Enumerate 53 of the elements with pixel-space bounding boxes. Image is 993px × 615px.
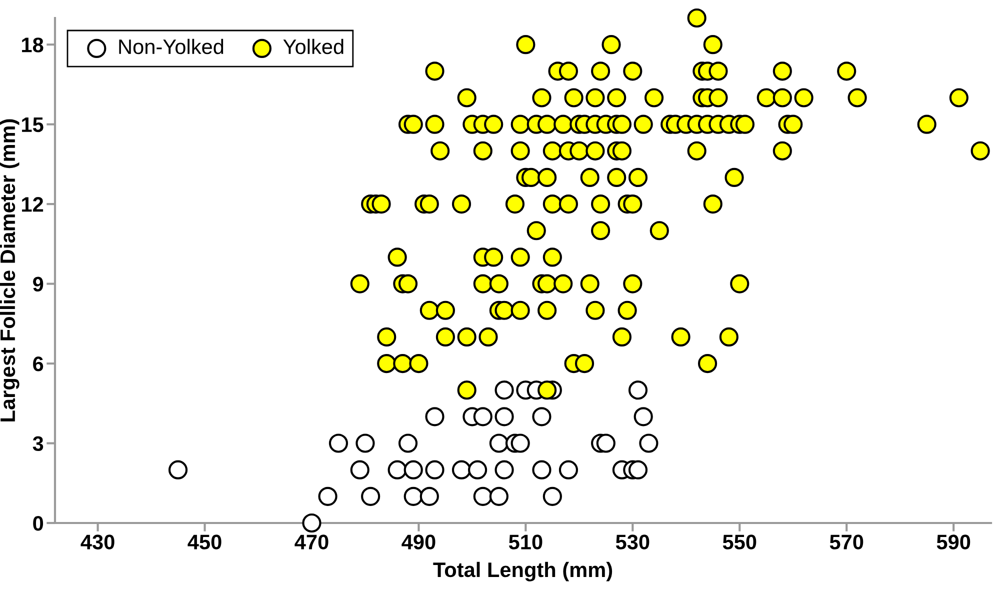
point: [639, 434, 658, 453]
point: [420, 486, 439, 506]
legend-label: Yolked: [283, 38, 344, 54]
point: [596, 434, 616, 453]
point: [388, 460, 407, 480]
y-axis-title: Largest Follicle Diameter (mm): [0, 119, 20, 422]
point: [494, 380, 514, 400]
x-tick-label: 590: [936, 534, 970, 550]
point: [494, 407, 514, 426]
point: [532, 460, 552, 480]
y-tick-label: 3: [32, 436, 44, 452]
x-tick-label: 430: [80, 534, 114, 550]
point: [628, 380, 648, 400]
legend-label: Non-Yolked: [119, 38, 224, 54]
x-tick-label: 490: [402, 534, 436, 550]
x-tick-label: 530: [616, 534, 650, 550]
point: [452, 460, 472, 480]
y-tick-label: 15: [22, 118, 44, 132]
point: [361, 486, 380, 506]
point: [489, 434, 508, 453]
point: [328, 434, 348, 453]
point: [404, 460, 423, 480]
x-tick-label: 510: [508, 534, 542, 550]
point: [356, 434, 375, 453]
point: [494, 460, 514, 480]
point: [404, 486, 423, 506]
x-tick-label: 450: [188, 534, 222, 550]
point: [473, 407, 492, 426]
point: [532, 407, 552, 426]
y-tick-label: 12: [22, 197, 44, 212]
point: [302, 513, 322, 533]
point: [558, 460, 578, 480]
point: [425, 460, 444, 480]
y-tick-label: 9: [33, 276, 44, 292]
y-tick-label: 18: [22, 38, 44, 52]
point: [510, 434, 530, 453]
point: [489, 486, 508, 506]
point: [168, 460, 188, 480]
y-tick-label: 6: [33, 356, 44, 372]
point: [318, 486, 338, 506]
point: [468, 460, 488, 480]
x-tick-label: 570: [830, 534, 864, 550]
x-tick-label: 550: [722, 534, 756, 550]
x-axis-title: Total Length (mm): [433, 562, 612, 582]
point: [425, 407, 444, 426]
point: [398, 434, 418, 453]
x-tick-label: 470: [294, 534, 328, 550]
point: [634, 407, 653, 426]
point: [628, 460, 648, 480]
point: [542, 486, 562, 506]
point: [473, 486, 492, 506]
y-tick-label: 0: [33, 516, 44, 531]
point: [350, 460, 370, 480]
